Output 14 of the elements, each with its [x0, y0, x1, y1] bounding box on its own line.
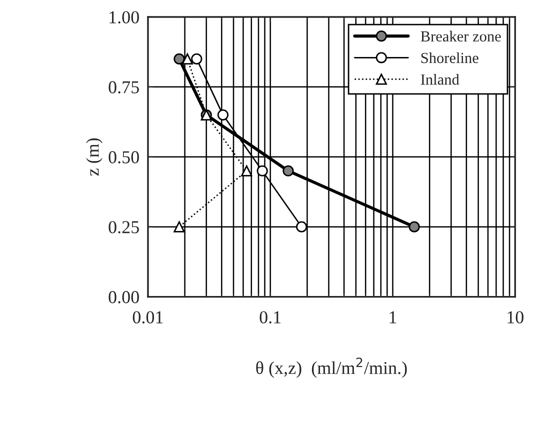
legend-label: Breaker zone: [420, 30, 501, 42]
y-tick-label: 0.75: [108, 81, 139, 94]
x-tick-label: 10: [508, 311, 524, 324]
y-tick-label: 0.25: [108, 221, 139, 234]
x-axis-title: θ (x,z) (ml/m$^{2}$/min.): [256, 358, 407, 378]
y-axis-title: z (m): [86, 138, 102, 176]
x-tick-label: 0.01: [132, 311, 163, 324]
legend-label: Inland: [420, 74, 460, 85]
y-tick-label: 0.00: [108, 291, 139, 304]
x-tick-label: 0.1: [260, 311, 281, 324]
y-tick-label: 0.50: [108, 151, 139, 164]
legend-label: Shoreline: [421, 52, 478, 64]
y-tick-label: 1.00: [110, 11, 139, 24]
x-tick-label: 1: [390, 311, 396, 324]
